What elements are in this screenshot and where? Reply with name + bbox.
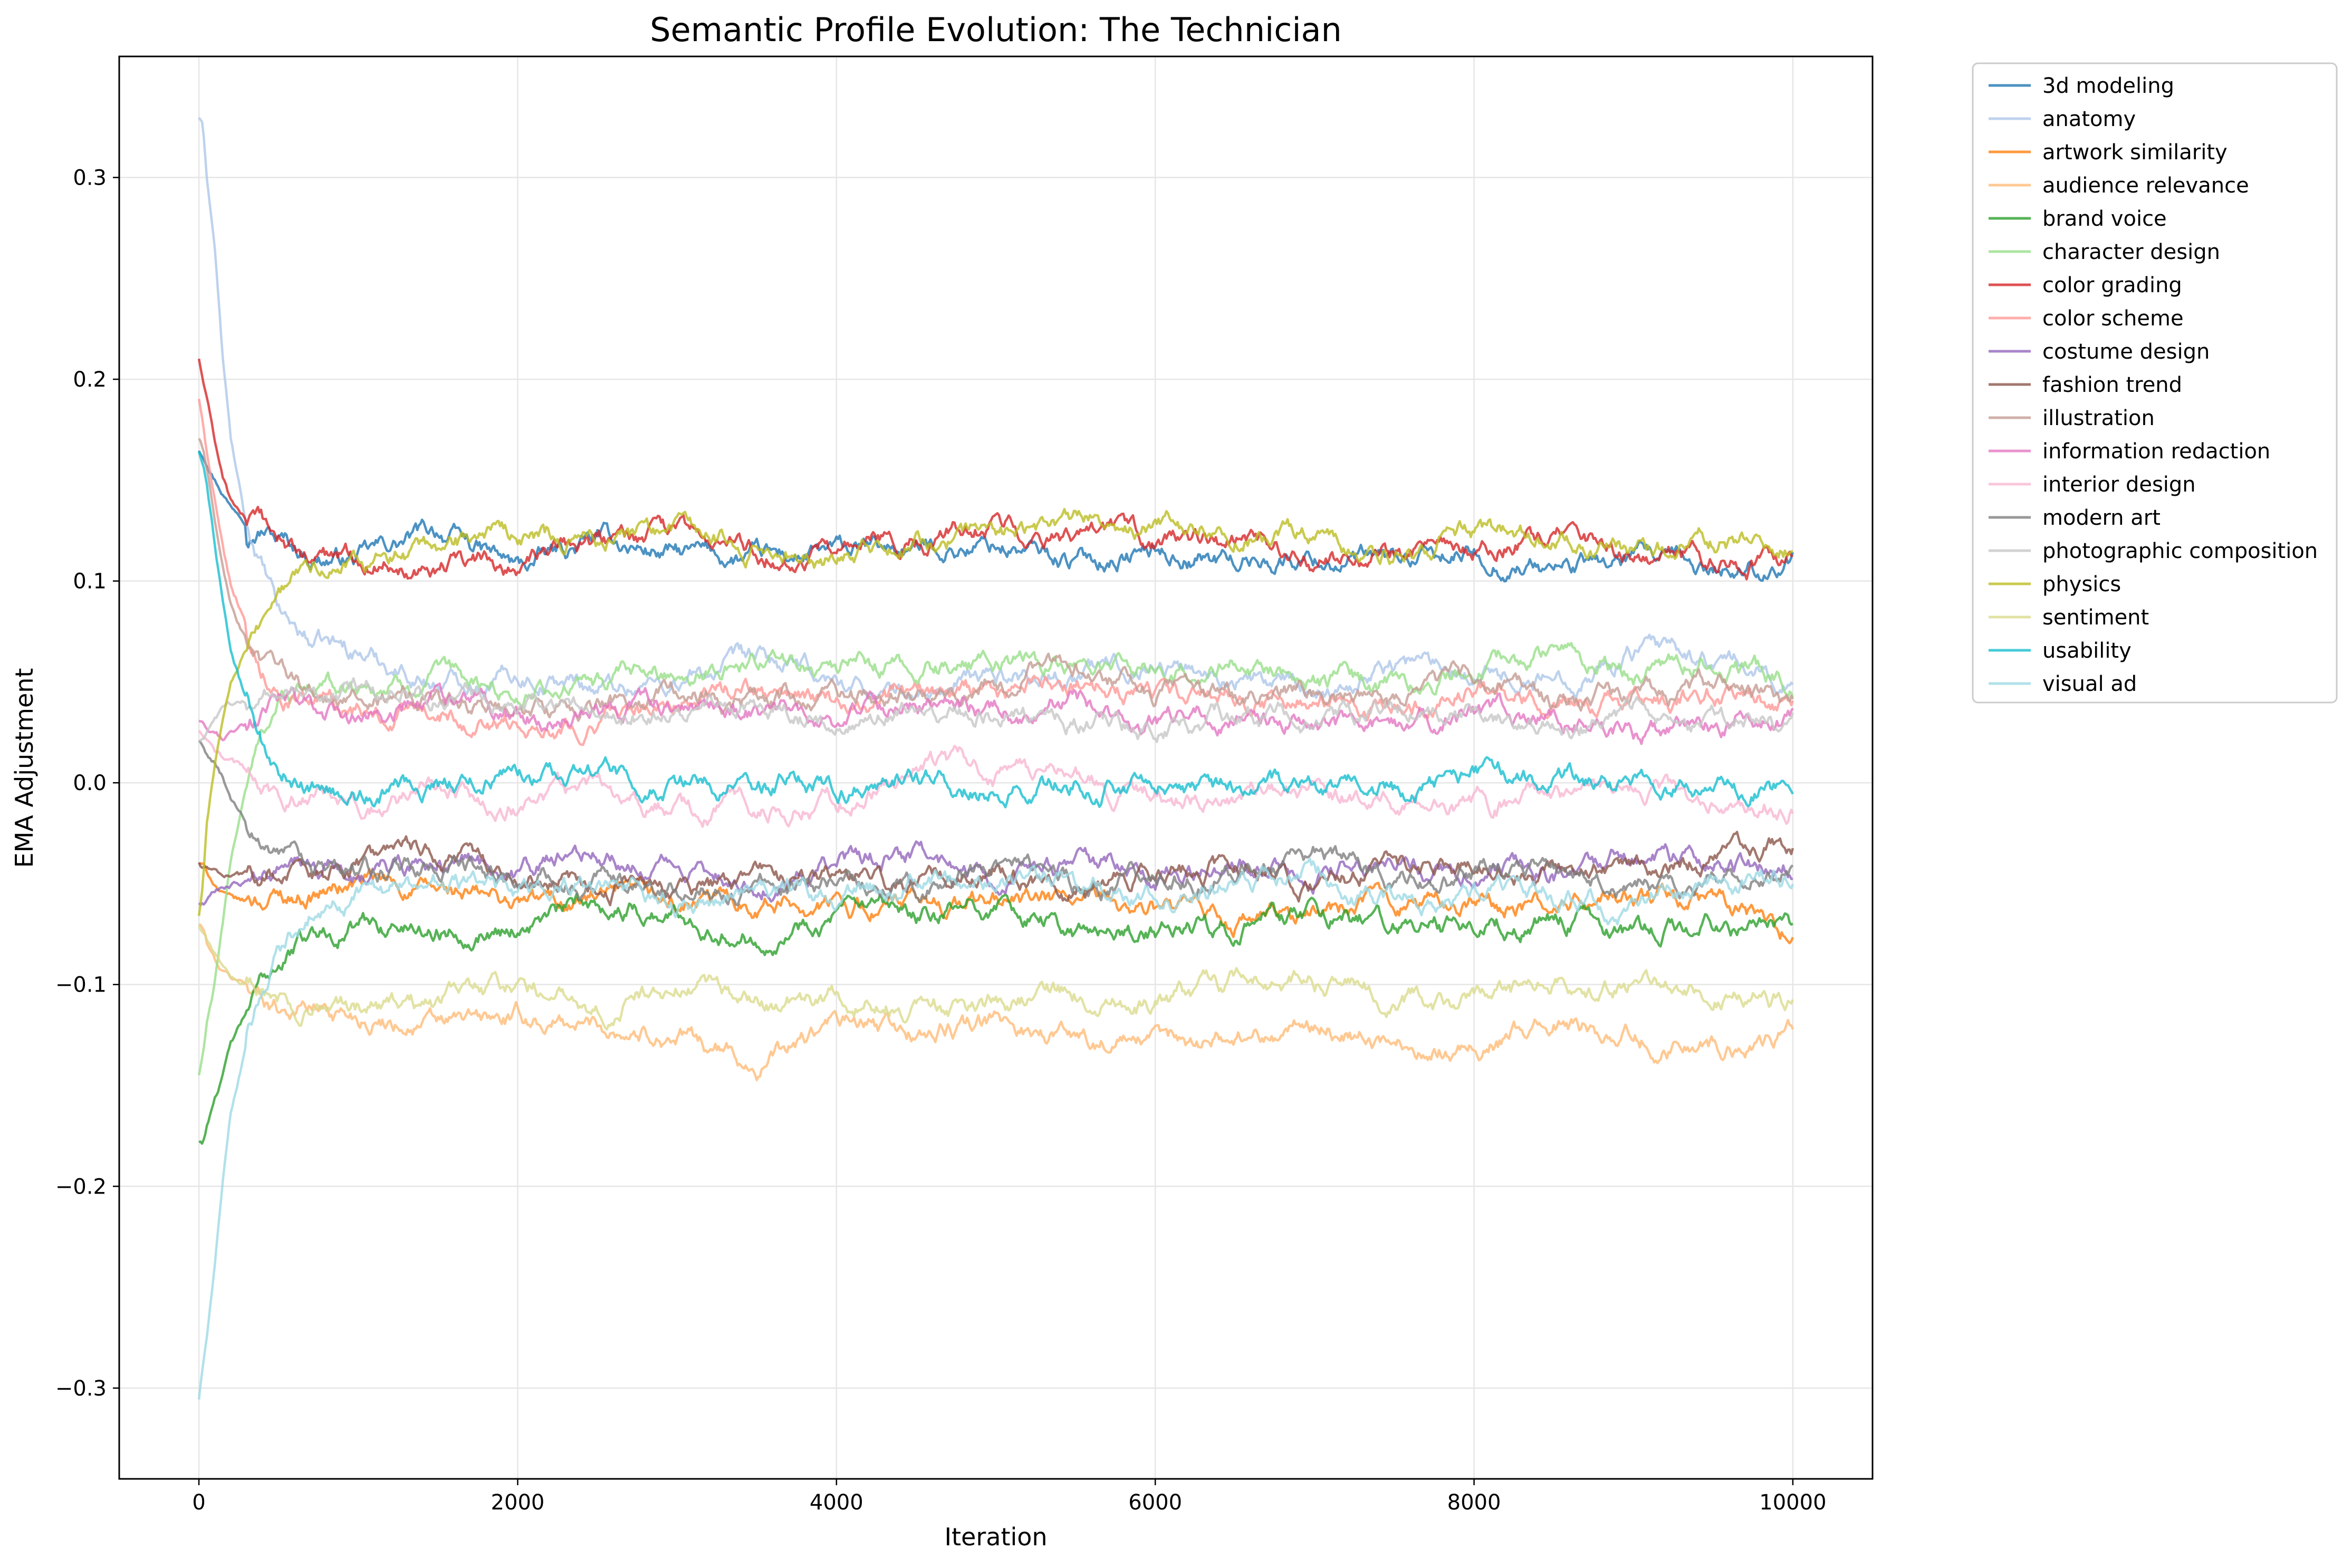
grid <box>119 56 1873 1479</box>
legend-label: audience relevance <box>2042 174 2249 198</box>
legend-label: sentiment <box>2042 605 2149 630</box>
legend-label: illustration <box>2042 406 2155 430</box>
y-tick-label: 0.2 <box>73 368 107 392</box>
legend-label: modern art <box>2042 506 2161 530</box>
legend-label: physics <box>2042 572 2121 597</box>
legend: 3d modeling anatomy artwork similarity audi… <box>1972 62 2338 704</box>
chart-title: Semantic Profile Evolution: The Technici… <box>650 11 1342 49</box>
x-tick-label: 10000 <box>1759 1490 1826 1515</box>
series-line-fashion-trend <box>198 831 1794 907</box>
x-tick-label: 0 <box>192 1490 205 1515</box>
legend-label: information redaction <box>2042 439 2270 464</box>
series-line-color-grading <box>197 358 1793 581</box>
y-tick-label: −0.1 <box>55 973 107 997</box>
series-line-brand-voice <box>198 892 1794 1145</box>
x-tick-label: 6000 <box>1128 1490 1182 1515</box>
legend-label: 3d modeling <box>2042 74 2174 98</box>
y-axis: −0.3 −0.2 −0.1 0.0 0.1 0.2 0.3 <box>55 166 119 1401</box>
x-axis: 0 2000 4000 6000 8000 10000 <box>192 1479 1827 1515</box>
x-tick-label: 8000 <box>1447 1490 1501 1515</box>
y-axis-label: EMA Adjustment <box>10 668 39 868</box>
series-line-photographic-composition <box>198 677 1794 743</box>
series-line-usability <box>197 451 1794 809</box>
x-tick-label: 4000 <box>810 1490 863 1515</box>
legend-label: costume design <box>2042 340 2210 364</box>
legend-label: anatomy <box>2042 107 2136 131</box>
series-line-illustration <box>198 438 1794 722</box>
series-line-sentiment <box>198 925 1794 1031</box>
series-line-visual-ad <box>197 858 1794 1400</box>
legend-label: character design <box>2042 240 2220 264</box>
x-tick-label: 2000 <box>491 1490 545 1515</box>
y-tick-label: −0.3 <box>55 1377 107 1401</box>
legend-frame <box>1972 62 2338 704</box>
series-line-interior-design <box>198 730 1794 828</box>
y-tick-label: −0.2 <box>55 1175 107 1199</box>
legend-label: visual ad <box>2042 672 2137 696</box>
series-line-color-scheme <box>197 398 1794 746</box>
legend-label: color grading <box>2042 273 2182 297</box>
series-layer <box>197 117 1794 1400</box>
series-line-modern-art <box>198 739 1794 907</box>
series-line-character-design <box>197 641 1794 1076</box>
legend-label: fashion trend <box>2042 373 2182 397</box>
legend-label: color scheme <box>2042 306 2184 331</box>
series-line-artwork-similarity <box>198 862 1794 945</box>
legend-label: brand voice <box>2042 207 2167 231</box>
y-tick-label: 0.0 <box>73 771 107 795</box>
legend-label: usability <box>2042 639 2132 663</box>
x-axis-label: Iteration <box>944 1523 1047 1551</box>
legend-label: photographic composition <box>2042 539 2318 563</box>
series-line-information-redaction <box>198 682 1794 745</box>
y-tick-label: 0.3 <box>73 166 107 190</box>
legend-label: artwork similarity <box>2042 140 2228 165</box>
plot-frame <box>118 55 1874 1480</box>
legend-label: interior design <box>2042 473 2196 497</box>
series-line-anatomy <box>198 117 1794 701</box>
series-line-audience-relevance <box>198 923 1794 1082</box>
series-line-physics <box>197 507 1793 916</box>
y-tick-label: 0.1 <box>73 570 107 594</box>
